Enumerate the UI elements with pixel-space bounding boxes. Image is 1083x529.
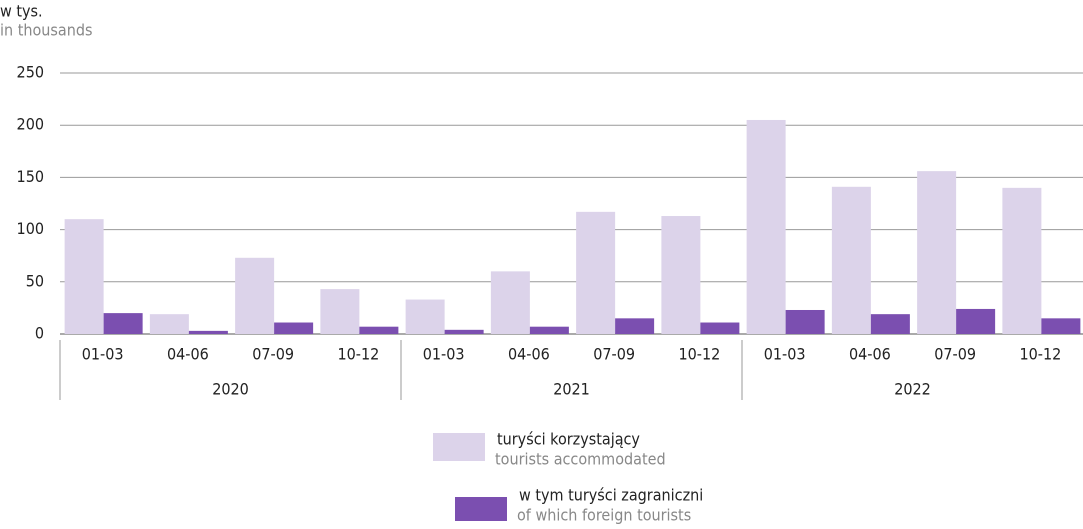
x-tick-label: 10-12 xyxy=(678,345,720,364)
bar xyxy=(64,219,104,334)
bar xyxy=(956,308,996,334)
x-tick-label: 01-03 xyxy=(423,345,465,364)
bar xyxy=(917,171,957,334)
legend-label-en: tourists accommodated xyxy=(495,450,666,469)
x-tick-label: 01-03 xyxy=(82,345,124,364)
bar xyxy=(1041,318,1081,334)
x-tick-label: 07-09 xyxy=(593,345,635,364)
bar xyxy=(785,309,825,334)
y-axis-label-en: in thousands xyxy=(0,21,92,40)
y-tick-label: 250 xyxy=(17,63,44,82)
bar xyxy=(1002,187,1042,334)
bar xyxy=(444,329,484,334)
x-tick-label: 10-12 xyxy=(337,345,379,364)
bar xyxy=(576,211,616,334)
y-tick-label: 0 xyxy=(35,324,44,343)
bar xyxy=(746,119,786,334)
bar xyxy=(103,313,143,334)
y-tick-label: 150 xyxy=(17,167,44,186)
y-tick-label: 100 xyxy=(17,219,44,238)
bar xyxy=(700,322,740,334)
x-tick-label: 04-06 xyxy=(508,345,550,364)
x-tick-label: 04-06 xyxy=(849,345,891,364)
x-tick-label: 04-06 xyxy=(167,345,209,364)
legend-swatch xyxy=(455,497,507,521)
legend-swatch xyxy=(433,433,485,461)
bar xyxy=(320,289,360,334)
bar xyxy=(235,257,275,334)
bar xyxy=(274,322,314,334)
y-tick-label: 50 xyxy=(26,271,44,290)
legend-label-en: of which foreign tourists xyxy=(517,506,691,525)
bar xyxy=(149,314,189,334)
bar xyxy=(870,314,910,334)
bar xyxy=(661,216,701,334)
legend-label: w tym turyści zagraniczni xyxy=(519,486,703,505)
group-label: 2021 xyxy=(553,380,590,399)
group-label: 2022 xyxy=(894,380,931,399)
x-tick-label: 01-03 xyxy=(764,345,806,364)
bar xyxy=(359,326,399,334)
bar xyxy=(188,330,228,334)
legend-label: turyści korzystający xyxy=(497,430,640,449)
y-axis-label: w tys. xyxy=(0,2,43,21)
group-label: 2020 xyxy=(212,380,249,399)
bar xyxy=(490,271,530,334)
x-tick-label: 10-12 xyxy=(1019,345,1061,364)
x-tick-label: 07-09 xyxy=(252,345,294,364)
bar xyxy=(529,326,569,334)
y-tick-label: 200 xyxy=(17,115,44,134)
bar xyxy=(615,318,655,334)
bar xyxy=(405,299,445,334)
bar xyxy=(831,186,871,334)
x-tick-label: 07-09 xyxy=(934,345,976,364)
